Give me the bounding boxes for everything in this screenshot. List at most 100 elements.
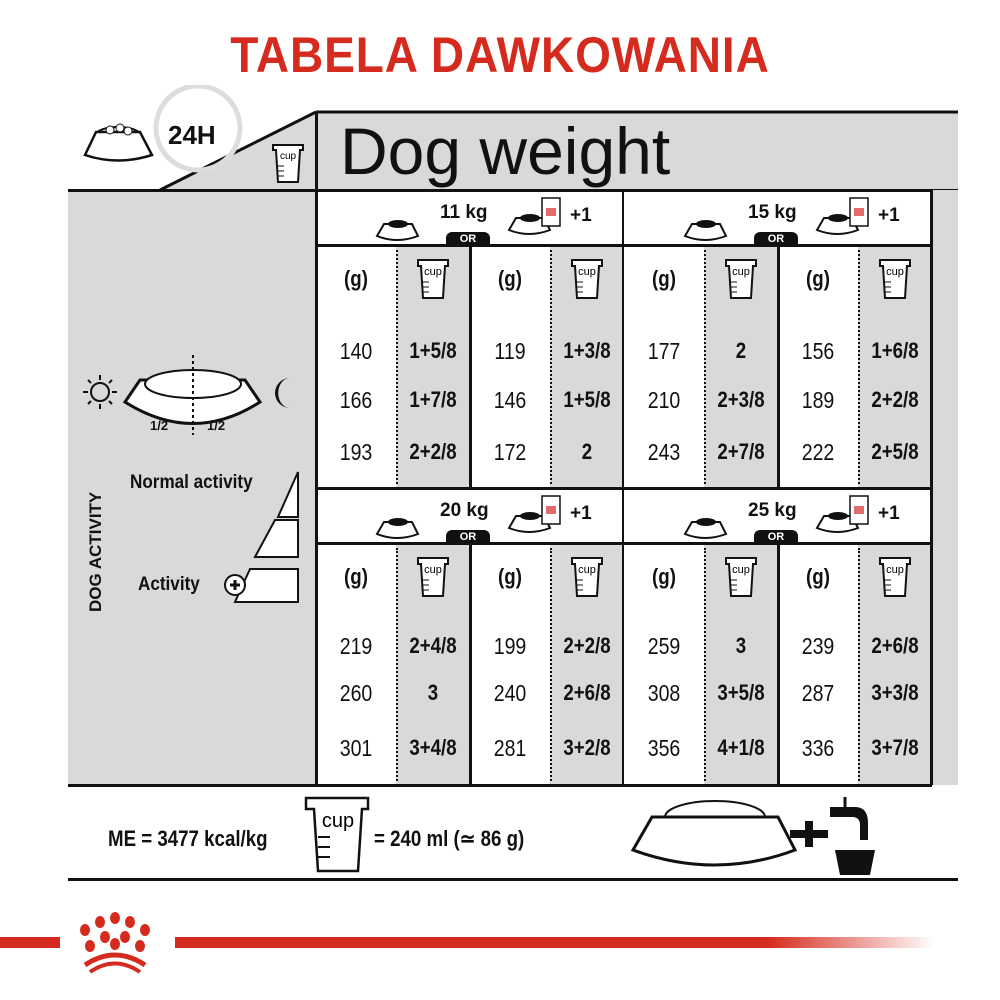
duration-label: 24H [168, 120, 216, 150]
grams-value: 281 [493, 735, 527, 761]
brand-bar [0, 937, 60, 948]
energy-label: ME = 3477 kcal/kg [108, 826, 268, 851]
grams-value: 336 [801, 735, 835, 761]
grams-value: 172 [493, 439, 527, 465]
grams-header: (g) [652, 564, 676, 589]
cups-value: 2+6/8 [871, 633, 919, 658]
grams-header: (g) [806, 266, 830, 291]
dotted-divider [858, 548, 860, 781]
weight-label: 20 kg [440, 500, 489, 521]
dotted-divider [396, 548, 398, 781]
plus-one-label: +1 [570, 205, 592, 226]
divider [316, 542, 624, 545]
right-margin [932, 190, 958, 785]
grams-value: 240 [493, 680, 527, 706]
grams-value: 189 [801, 387, 835, 413]
food-and-water-icon [630, 797, 875, 875]
divider [624, 189, 932, 192]
cup-icon: cup [415, 555, 451, 599]
plus-one-label: +1 [570, 503, 592, 524]
dotted-divider [550, 548, 552, 781]
cup-icon: cup [272, 144, 304, 183]
grams-value: 219 [339, 633, 373, 659]
svg-text:cup: cup [578, 266, 596, 278]
plus-one-label: +1 [878, 205, 900, 226]
divider [930, 488, 933, 785]
grams-value: 301 [339, 735, 373, 761]
grams-header: (g) [344, 564, 368, 589]
dry-food-bowl-icon [374, 202, 434, 242]
dotted-divider [704, 250, 706, 484]
grams-value: 210 [647, 387, 681, 413]
grams-value: 140 [339, 338, 373, 364]
cup-icon: cup [723, 257, 759, 301]
cups-value: 2 [735, 338, 747, 363]
cups-value: 1+5/8 [563, 387, 611, 412]
grams-value: 239 [801, 633, 835, 659]
svg-text:cup: cup [280, 151, 297, 162]
grams-value: 308 [647, 680, 681, 706]
grams-value: 199 [493, 633, 527, 659]
cup-icon: cup [569, 555, 605, 599]
grams-header: (g) [806, 564, 830, 589]
svg-text:cup: cup [424, 564, 442, 576]
divider [930, 190, 933, 488]
weight-label: 25 kg [748, 500, 797, 521]
cup-icon: cup [723, 555, 759, 599]
divider [624, 487, 932, 490]
divider [469, 544, 472, 785]
dry-food-bowl-icon [682, 202, 742, 242]
cups-value: 2 [581, 439, 593, 464]
cups-value: 2+6/8 [563, 680, 611, 705]
cups-value: 3+3/8 [871, 680, 919, 705]
divider [316, 487, 624, 490]
cup-icon: cup [877, 555, 913, 599]
divider [315, 112, 318, 786]
dog-activity-label: DOG ACTIVITY [86, 491, 105, 612]
cups-value: 3+4/8 [409, 735, 457, 760]
mixed-feeding-icon [814, 494, 874, 534]
dry-food-bowl-icon [682, 500, 742, 540]
divider [316, 244, 624, 247]
svg-text:cup: cup [732, 266, 750, 278]
mixed-feeding-icon [814, 196, 874, 236]
cup-icon: cup [415, 257, 451, 301]
header-shapes [153, 85, 958, 192]
cups-value: 2+5/8 [871, 439, 919, 464]
divider [316, 189, 624, 192]
or-badge: OR [754, 232, 798, 246]
food-bowl-icon [83, 123, 154, 162]
svg-text:cup: cup [886, 266, 904, 278]
cups-value: 1+5/8 [409, 338, 457, 363]
svg-text:cup: cup [578, 564, 596, 576]
activity-panel [68, 190, 316, 785]
plus-one-label: +1 [878, 503, 900, 524]
dotted-divider [858, 250, 860, 484]
dry-food-bowl-icon [374, 500, 434, 540]
dog-weight-heading: Dog weight [340, 114, 671, 188]
or-badge: OR [754, 530, 798, 544]
royal-canin-crown-logo [80, 912, 150, 974]
or-badge: OR [446, 530, 490, 544]
grams-value: 356 [647, 735, 681, 761]
grams-value: 156 [801, 338, 835, 364]
cups-value: 3 [735, 633, 747, 658]
page-title: TABELA DAWKOWANIA [230, 27, 770, 83]
cup-icon: cup [877, 257, 913, 301]
mixed-feeding-icon [506, 196, 566, 236]
cups-value: 2+7/8 [717, 439, 765, 464]
cups-value: 3 [427, 680, 439, 705]
svg-text:cup: cup [732, 564, 750, 576]
grams-value: 222 [801, 439, 835, 465]
cups-value: 2+2/8 [409, 439, 457, 464]
grams-value: 243 [647, 439, 681, 465]
cups-value: 1+3/8 [563, 338, 611, 363]
dotted-divider [550, 250, 552, 484]
mixed-feeding-icon [506, 494, 566, 534]
divider [469, 246, 472, 488]
cups-value: 4+1/8 [717, 735, 765, 760]
grams-value: 287 [801, 680, 835, 706]
divider [622, 190, 625, 488]
weight-label: 15 kg [748, 202, 797, 223]
divider [622, 488, 625, 785]
